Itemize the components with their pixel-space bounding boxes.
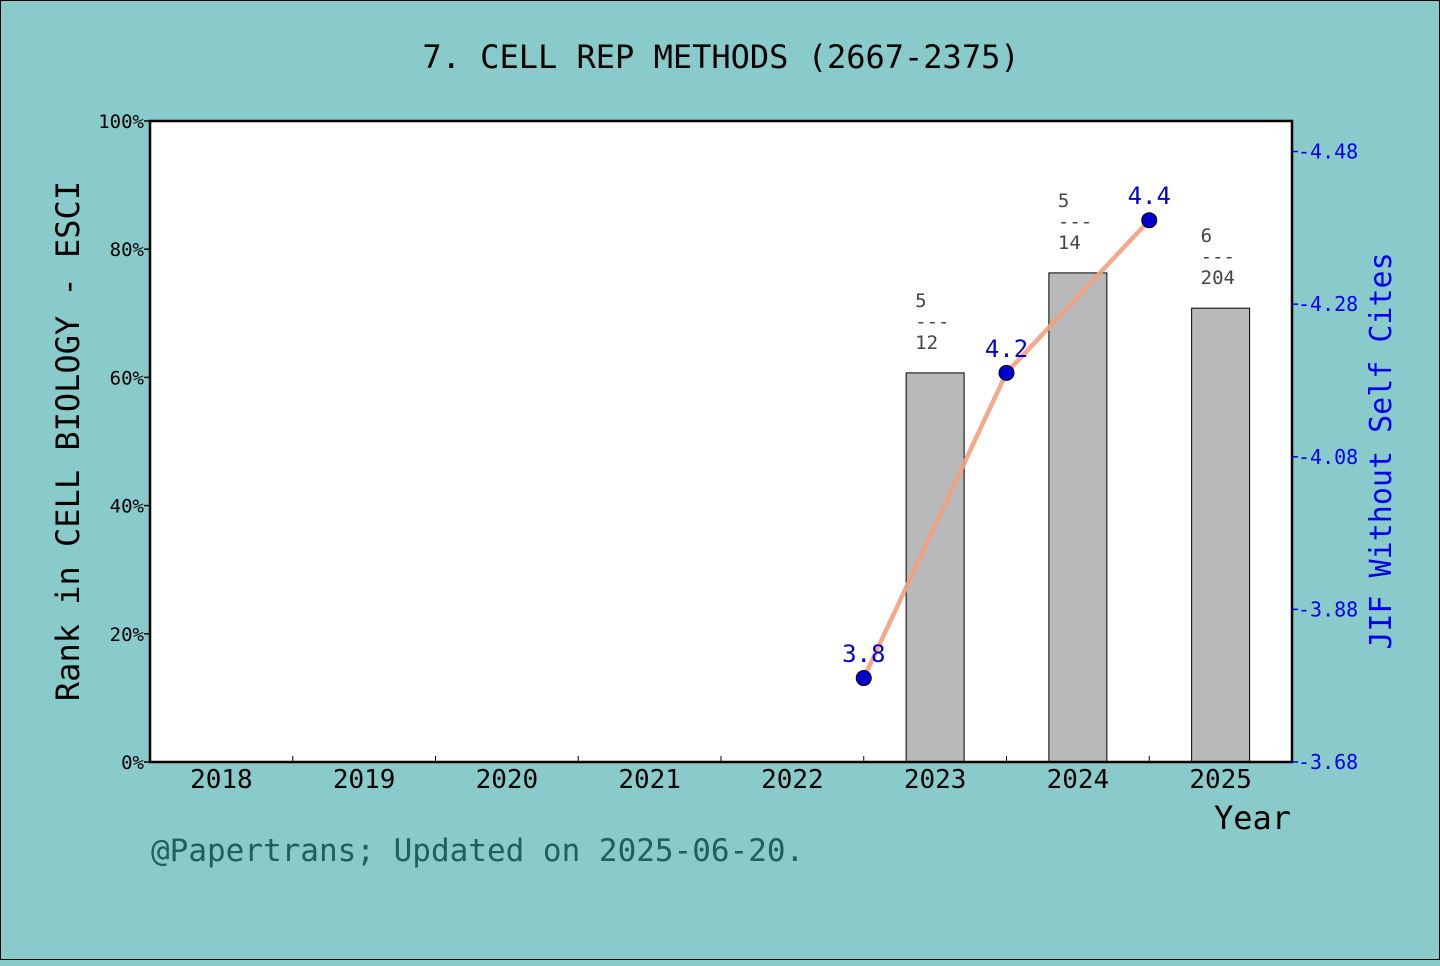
jif-label-2024: 4.2	[985, 335, 1028, 363]
rank-total-2025: 204	[1201, 267, 1235, 289]
bars-layer: 5---125---14 6---204	[905, 190, 1251, 763]
rank-label-2023: 5	[915, 290, 926, 312]
y-tick-label: 100%	[98, 111, 144, 133]
jif-label-2023: 3.8	[842, 640, 885, 668]
y2-axis-label: JIF Without Self Cites	[1364, 252, 1399, 649]
rank-separator-2025: ---	[1201, 246, 1235, 268]
x-tick-label: 2023	[904, 765, 967, 795]
y2-tick-label: -4.28	[1298, 292, 1358, 316]
y-tick-label: 60%	[110, 367, 145, 389]
x-tick-label: 2020	[476, 765, 539, 795]
y-tick-label: 20%	[110, 624, 145, 646]
x-tick-label: 2021	[618, 765, 681, 795]
x-tick-label: 2024	[1047, 765, 1110, 795]
jif-point-2025	[1141, 212, 1158, 229]
y-tick-label: 80%	[110, 239, 145, 261]
y2-tick-label: -3.68	[1298, 750, 1358, 774]
y2-tick-label: -3.88	[1298, 597, 1358, 621]
bar-2025	[1191, 307, 1251, 763]
rank-total-2024: 14	[1058, 232, 1081, 254]
rank-label-2025: 6	[1201, 225, 1212, 247]
jif-point-2023	[855, 670, 872, 687]
x-tick-label: 2025	[1189, 765, 1252, 795]
x-tick-label: 2019	[333, 765, 396, 795]
axes-layer: 0% 20% 40% 60% 80% 100% -3.68 -3.88 -4.08 -4.28 -4…	[98, 111, 1358, 795]
rank-separator-2024: ---	[1058, 211, 1092, 233]
y2-tick-label: -4.08	[1298, 445, 1358, 469]
x-axis-label: Year	[1214, 799, 1291, 837]
rank-label-2024: 5	[1058, 190, 1069, 212]
y-axis-label: Rank in CELL BIOLOGY - ESCI	[49, 181, 87, 701]
rank-total-2023: 12	[915, 332, 938, 354]
x-tick-label: 2022	[761, 765, 824, 795]
chart-title: 7. CELL REP METHODS (2667-2375)	[422, 38, 1019, 76]
y-tick-label: 40%	[110, 496, 145, 518]
jif-point-2024	[998, 364, 1015, 381]
bar-2024	[1048, 272, 1108, 763]
plot-area	[150, 121, 1292, 762]
y2-tick-label: -4.48	[1298, 140, 1358, 164]
y-tick-label: 0%	[121, 752, 144, 774]
footer-credit: @Papertrans; Updated on 2025-06-20.	[151, 833, 805, 869]
line-layer: 3.8 4.2 4.4	[842, 182, 1171, 687]
x-tick-label: 2018	[190, 765, 253, 795]
rank-separator-2023: ---	[915, 311, 949, 333]
jif-label-2025: 4.4	[1128, 182, 1171, 210]
